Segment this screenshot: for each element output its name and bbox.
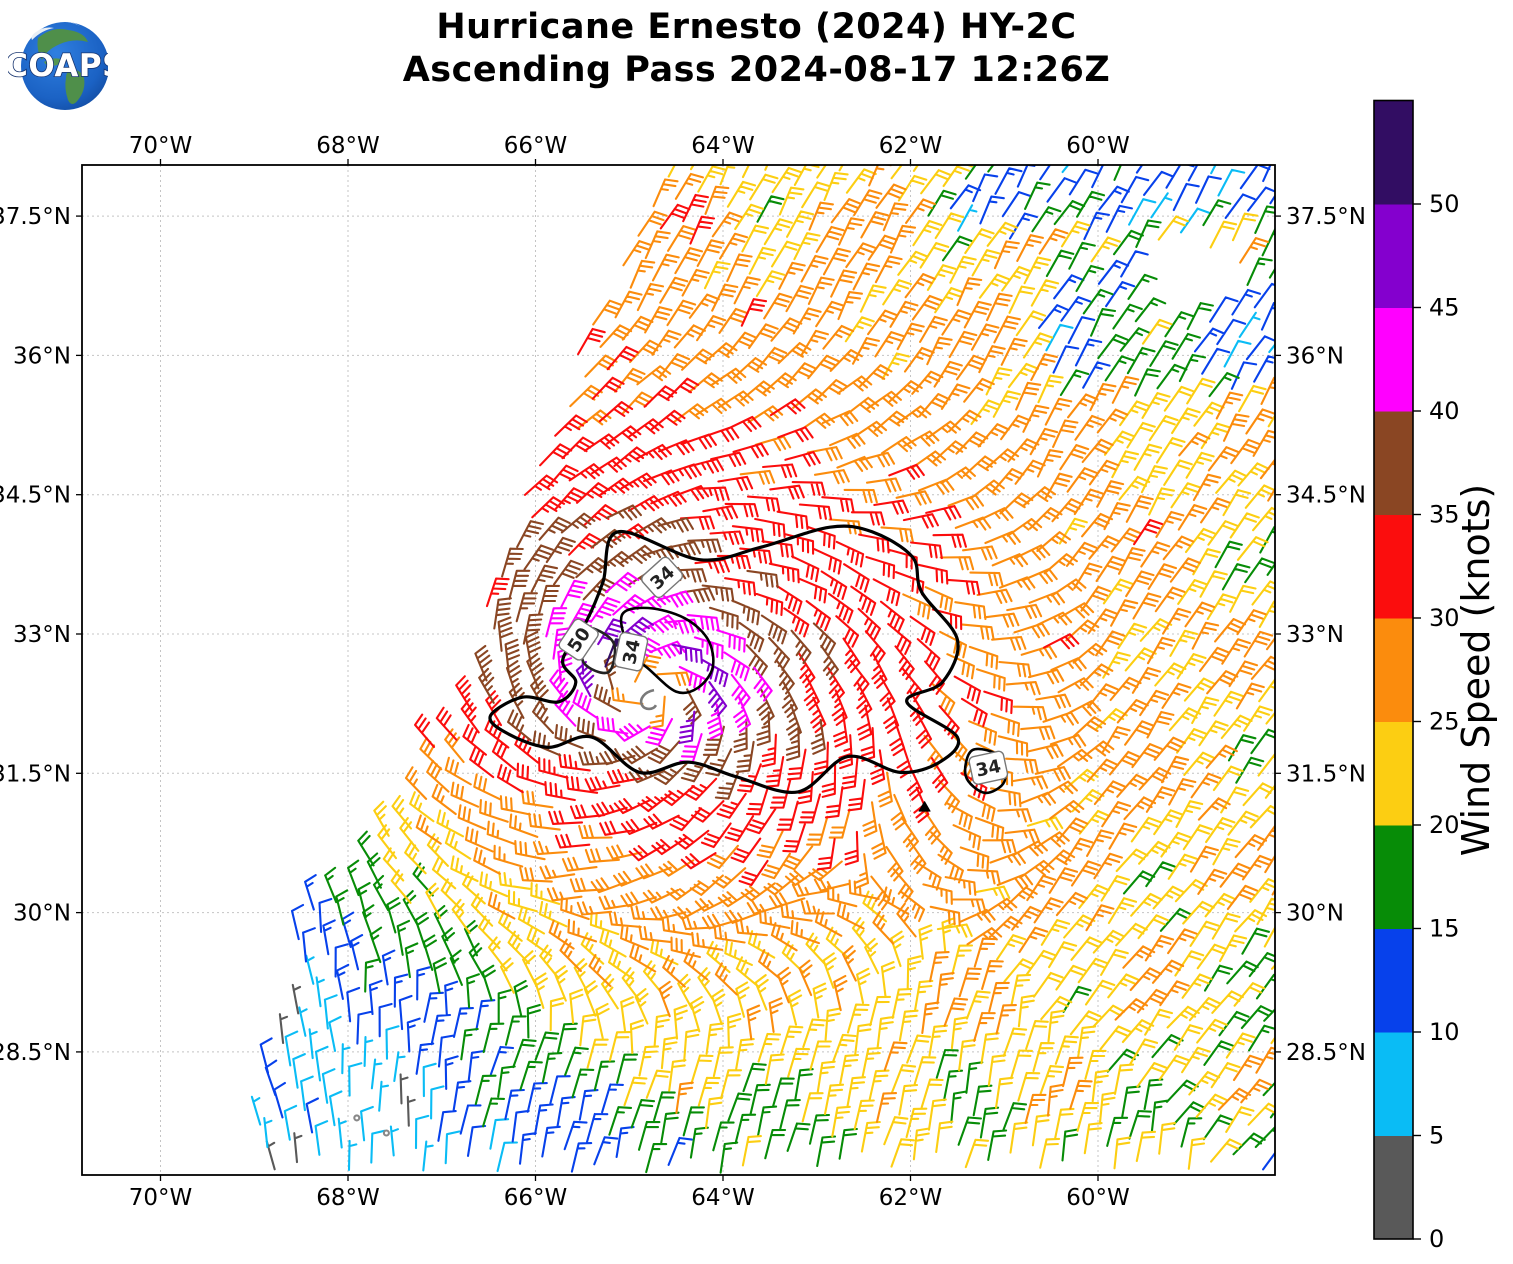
axis-ticks (76, 159, 1281, 1181)
lon-tick-label-top: 60°W (1066, 133, 1130, 159)
lat-tick-label-right: 33°N (1286, 622, 1344, 648)
globe-icon (21, 21, 108, 110)
colorbar-segment (1374, 928, 1413, 1033)
colorbar-tick-label: 40 (1429, 397, 1460, 425)
colorbar: 0 5 10 15 20 25 30 35 40 45 50 Wind Speed (knots) (1373, 99, 1498, 1253)
lon-tick-label-top: 70°W (129, 133, 193, 159)
lon-tick-label-top: 68°W (316, 133, 380, 159)
colorbar-segment (1374, 1032, 1413, 1136)
lat-tick-label-right: 34.5°N (1286, 483, 1366, 509)
lat-tick-label-left: 31.5°N (0, 761, 71, 787)
colorbar-tick-label: 30 (1429, 604, 1460, 632)
wind-barbs-bin-1 (250, 165, 1275, 1173)
colorbar-segment (1374, 411, 1413, 515)
colorbar-frame (1373, 99, 1414, 1240)
wind-barbs-layer (250, 165, 1275, 1174)
lat-tick-label-right: 30°N (1286, 901, 1344, 927)
colorbar-tick-label: 50 (1429, 190, 1460, 218)
colorbar-tick-label: 20 (1429, 811, 1460, 839)
svg-text:34: 34 (974, 756, 1003, 782)
wind-barbs-bin-5 (404, 165, 1275, 1125)
lat-tick-label-right: 36°N (1286, 343, 1344, 369)
lat-tick-label-left: 36°N (13, 343, 71, 369)
lon-tick-label-top: 62°W (879, 133, 943, 159)
colorbar-tick-label: 45 (1429, 294, 1460, 322)
lon-tick-label-bottom: 70°W (129, 1185, 193, 1211)
colorbar-tick-label: 0 (1429, 1225, 1444, 1253)
map-frame (81, 164, 1276, 1176)
lon-tick-label-bottom: 66°W (504, 1185, 568, 1211)
contour-label: 34 (968, 750, 1009, 785)
colorbar-segment (1374, 1135, 1413, 1240)
wind-barbs-bin-2 (259, 165, 1275, 1173)
svg-text:34: 34 (619, 637, 645, 666)
colorbar-segment (1374, 307, 1413, 412)
lon-tick-label-bottom: 68°W (316, 1185, 380, 1211)
coaps-logo: COAPS (8, 21, 108, 110)
contour-label: 34 (614, 631, 649, 672)
lon-tick-label-top: 66°W (504, 133, 568, 159)
lat-tick-label-left: 28.5°N (0, 1040, 71, 1066)
lat-tick-label-right: 28.5°N (1286, 1040, 1366, 1066)
colorbar-tick-label: 25 (1429, 708, 1460, 736)
lat-tick-label-right: 31.5°N (1286, 761, 1366, 787)
colorbar-segment (1374, 204, 1413, 308)
calm-barbs (353, 1114, 390, 1137)
colorbar-segment (1374, 100, 1413, 205)
lat-tick-label-left: 33°N (13, 622, 71, 648)
wind-barbs-bin-0 (265, 983, 416, 1171)
lon-tick-label-top: 64°W (691, 133, 755, 159)
lat-tick-label-left: 37.5°N (0, 204, 71, 230)
colorbar-axis-label: Wind Speed (knots) (1454, 484, 1498, 856)
lon-tick-label-bottom: 62°W (879, 1185, 943, 1211)
wind-barbs-bin-3 (324, 165, 1275, 1174)
axis-tick-labels: 70°W 70°W 68°W 68°W 66°W 66°W 64°W 64°W 62°W 62°W… (0, 133, 1366, 1211)
lon-tick-label-bottom: 60°W (1066, 1185, 1130, 1211)
colorbar-segment (1374, 825, 1413, 929)
colorbar-tick-label: 5 (1429, 1122, 1444, 1150)
lat-tick-label-left: 30°N (13, 901, 71, 927)
contour-main-34kt (488, 524, 961, 795)
lat-tick-label-right: 37.5°N (1286, 204, 1366, 230)
wind-barbs-bin-4 (373, 165, 1275, 1170)
colorbar-segment (1374, 618, 1413, 722)
logo-text: COAPS (8, 48, 108, 84)
lat-tick-label-left: 34.5°N (0, 483, 71, 509)
colorbar-tick-label: 35 (1429, 501, 1460, 529)
contour-fragment-marker (918, 801, 931, 812)
wind-radii-contours (488, 524, 1007, 812)
storm-center-calm-icon (639, 688, 658, 711)
lon-tick-label-bottom: 64°W (691, 1185, 755, 1211)
colorbar-segment (1374, 514, 1413, 619)
wind-barbs-bin-6 (414, 193, 1164, 887)
colorbar-tick-label: 15 (1429, 915, 1460, 943)
colorbar-tick-label: 10 (1429, 1018, 1460, 1046)
colorbar-segment (1374, 721, 1413, 826)
